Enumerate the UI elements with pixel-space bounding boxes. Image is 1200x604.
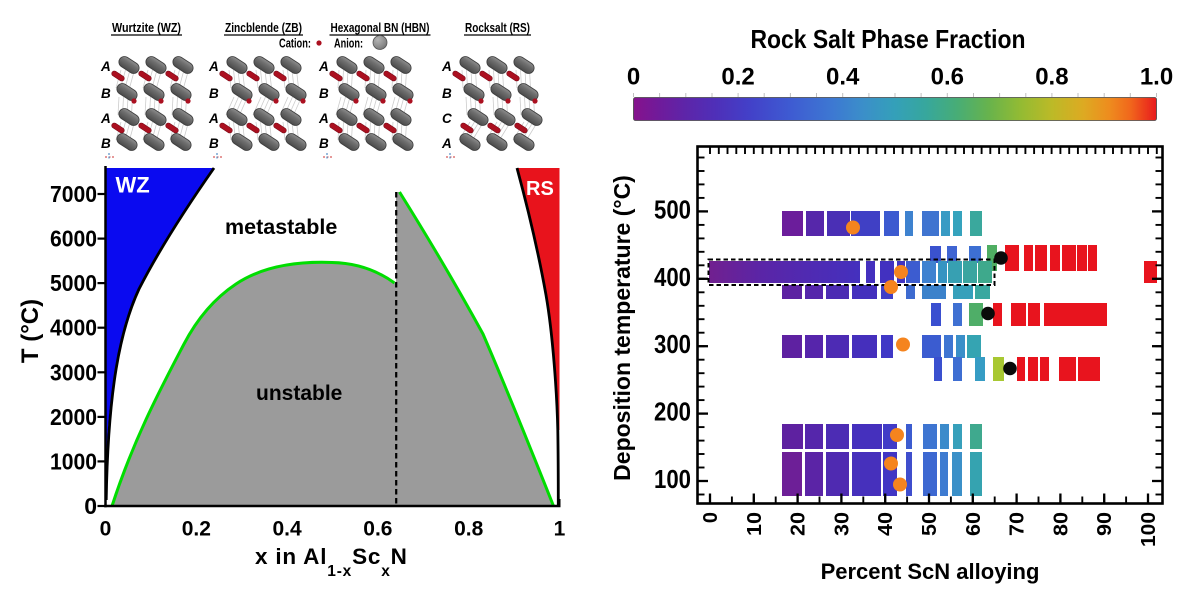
- svg-text:0.6: 0.6: [931, 64, 964, 91]
- svg-text:Rocksalt (RS): Rocksalt (RS): [465, 20, 530, 35]
- svg-text:0.2: 0.2: [182, 518, 211, 541]
- svg-text:Cation:: Cation:: [279, 36, 311, 51]
- svg-text:0: 0: [84, 493, 97, 519]
- svg-text:1.0: 1.0: [1140, 64, 1173, 91]
- svg-text:60: 60: [963, 512, 985, 536]
- svg-text:70: 70: [1007, 512, 1029, 536]
- svg-text:1000: 1000: [50, 448, 97, 474]
- svg-text:30: 30: [831, 512, 853, 536]
- svg-text:10: 10: [744, 512, 766, 536]
- svg-text:0.8: 0.8: [1035, 64, 1068, 91]
- svg-text:400: 400: [654, 264, 691, 292]
- svg-text:unstable: unstable: [256, 382, 342, 405]
- svg-text:B: B: [101, 86, 111, 101]
- svg-text:3000: 3000: [50, 359, 97, 385]
- svg-text:50: 50: [919, 512, 941, 536]
- svg-text:Percent ScN alloying: Percent ScN alloying: [821, 559, 1040, 584]
- svg-text:B: B: [442, 86, 452, 101]
- svg-text:0: 0: [700, 512, 722, 523]
- svg-text:metastable: metastable: [225, 215, 337, 239]
- svg-text:0.8: 0.8: [454, 518, 484, 541]
- svg-text:100: 100: [654, 466, 691, 494]
- svg-text:2000: 2000: [50, 404, 97, 430]
- svg-text:0.4: 0.4: [272, 518, 302, 541]
- svg-text:A: A: [208, 111, 219, 126]
- svg-text:4000: 4000: [50, 315, 97, 341]
- svg-text:B: B: [209, 86, 219, 101]
- svg-text:300: 300: [654, 331, 691, 359]
- svg-text:WZ: WZ: [116, 173, 150, 198]
- svg-text:80: 80: [1050, 512, 1072, 536]
- svg-text:T (°C): T (°C): [17, 299, 44, 363]
- svg-text:B: B: [319, 136, 329, 151]
- svg-text:Wurtzite (WZ): Wurtzite (WZ): [112, 20, 181, 35]
- svg-text:A: A: [441, 59, 452, 74]
- svg-text:0: 0: [100, 518, 112, 541]
- svg-text:B: B: [319, 86, 329, 101]
- svg-text:20: 20: [788, 512, 810, 536]
- svg-text:100: 100: [1138, 512, 1160, 547]
- svg-text:A: A: [100, 111, 111, 126]
- svg-text:40: 40: [875, 512, 897, 536]
- svg-text:A: A: [100, 59, 111, 74]
- svg-text:0: 0: [627, 64, 640, 91]
- svg-text:C: C: [442, 111, 452, 126]
- svg-text:Deposition temperature (°C): Deposition temperature (°C): [609, 175, 635, 481]
- svg-text:A: A: [208, 59, 219, 74]
- svg-text:7000: 7000: [50, 181, 97, 207]
- svg-text:Rock Salt Phase Fraction: Rock Salt Phase Fraction: [751, 24, 1026, 54]
- svg-text:200: 200: [654, 399, 691, 427]
- svg-text:Zincblende (ZB): Zincblende (ZB): [225, 20, 302, 35]
- svg-text:90: 90: [1094, 512, 1116, 536]
- svg-text:6000: 6000: [50, 226, 97, 252]
- svg-text:A: A: [318, 111, 329, 126]
- svg-text:0.4: 0.4: [826, 64, 860, 91]
- svg-text:B: B: [209, 136, 219, 151]
- svg-text:0.6: 0.6: [363, 518, 392, 541]
- svg-text:5000: 5000: [50, 270, 97, 296]
- svg-text:0.2: 0.2: [721, 64, 754, 91]
- svg-text:Anion:: Anion:: [334, 36, 363, 51]
- svg-text:500: 500: [654, 196, 691, 224]
- svg-text:RS: RS: [526, 178, 554, 200]
- svg-text:A: A: [318, 59, 329, 74]
- svg-text:B: B: [101, 136, 111, 151]
- svg-text:Hexagonal BN (HBN): Hexagonal BN (HBN): [331, 20, 430, 35]
- svg-text:A: A: [441, 136, 452, 151]
- svg-text:1: 1: [554, 518, 566, 541]
